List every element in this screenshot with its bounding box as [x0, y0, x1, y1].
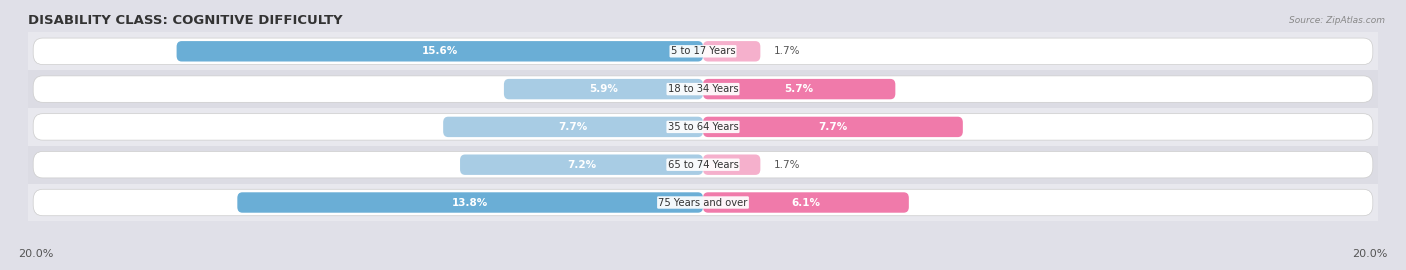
FancyBboxPatch shape — [34, 151, 1372, 178]
FancyBboxPatch shape — [238, 192, 703, 213]
Text: 1.7%: 1.7% — [773, 160, 800, 170]
FancyBboxPatch shape — [177, 41, 703, 62]
Text: 20.0%: 20.0% — [18, 249, 53, 259]
Bar — [28, 108, 1378, 146]
Bar — [28, 70, 1378, 108]
FancyBboxPatch shape — [34, 189, 1372, 216]
FancyBboxPatch shape — [703, 154, 761, 175]
Text: 7.2%: 7.2% — [567, 160, 596, 170]
FancyBboxPatch shape — [703, 117, 963, 137]
Text: 5.9%: 5.9% — [589, 84, 617, 94]
Text: 75 Years and over: 75 Years and over — [658, 197, 748, 208]
Text: 18 to 34 Years: 18 to 34 Years — [668, 84, 738, 94]
Text: 65 to 74 Years: 65 to 74 Years — [668, 160, 738, 170]
Text: 7.7%: 7.7% — [818, 122, 848, 132]
Bar — [28, 184, 1378, 221]
FancyBboxPatch shape — [34, 114, 1372, 140]
Text: 7.7%: 7.7% — [558, 122, 588, 132]
Bar — [28, 32, 1378, 70]
FancyBboxPatch shape — [703, 41, 761, 62]
Text: 5 to 17 Years: 5 to 17 Years — [671, 46, 735, 56]
FancyBboxPatch shape — [34, 76, 1372, 102]
Text: 35 to 64 Years: 35 to 64 Years — [668, 122, 738, 132]
FancyBboxPatch shape — [503, 79, 703, 99]
Text: 6.1%: 6.1% — [792, 197, 821, 208]
Text: DISABILITY CLASS: COGNITIVE DIFFICULTY: DISABILITY CLASS: COGNITIVE DIFFICULTY — [28, 14, 343, 27]
Text: 20.0%: 20.0% — [1353, 249, 1388, 259]
FancyBboxPatch shape — [34, 38, 1372, 65]
FancyBboxPatch shape — [703, 192, 908, 213]
Text: 1.7%: 1.7% — [773, 46, 800, 56]
Text: 13.8%: 13.8% — [453, 197, 488, 208]
FancyBboxPatch shape — [443, 117, 703, 137]
Text: 15.6%: 15.6% — [422, 46, 458, 56]
FancyBboxPatch shape — [460, 154, 703, 175]
Bar — [28, 146, 1378, 184]
FancyBboxPatch shape — [703, 79, 896, 99]
Legend: Male, Female: Male, Female — [643, 268, 763, 270]
Text: 5.7%: 5.7% — [785, 84, 814, 94]
Text: Source: ZipAtlas.com: Source: ZipAtlas.com — [1289, 16, 1385, 25]
